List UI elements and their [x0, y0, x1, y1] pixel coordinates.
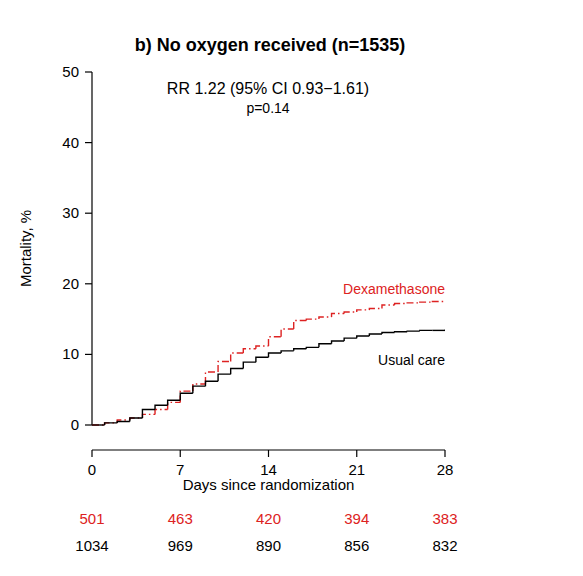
step-segment [130, 418, 143, 422]
y-tick-label: 30 [62, 204, 79, 221]
annotation: RR 1.22 (95% CI 0.93−1.61) [167, 80, 369, 97]
step-segment [231, 369, 244, 375]
series-line [92, 301, 445, 425]
step-segment [168, 402, 181, 409]
step-segment [180, 393, 193, 400]
step-segment [105, 423, 118, 425]
step-segment [92, 424, 105, 425]
step-segment [407, 330, 420, 332]
step-segment [243, 349, 256, 353]
at-risk-number: 832 [432, 537, 457, 554]
step-segment [294, 321, 307, 329]
x-tick [268, 450, 269, 457]
x-tick [356, 450, 357, 457]
step-segment [306, 347, 319, 348]
at-risk-number: 420 [256, 510, 281, 527]
step-segment [395, 331, 408, 333]
y-axis-line [91, 72, 92, 425]
y-tick [85, 354, 92, 355]
step-segment [218, 374, 231, 381]
at-risk-number: 463 [168, 510, 193, 527]
step-segment [357, 310, 370, 312]
x-tick [180, 450, 181, 457]
step-segment [269, 353, 282, 357]
step-segment [231, 353, 244, 361]
step-segment [269, 337, 282, 346]
step-segment [281, 329, 294, 337]
step-segment [357, 336, 370, 338]
step-segment [168, 400, 181, 405]
y-tick [85, 213, 92, 214]
step-segment [117, 421, 130, 422]
step-segment [193, 386, 206, 393]
y-tick-label: 40 [62, 134, 79, 151]
step-segment [407, 302, 420, 304]
at-risk-number: 394 [344, 510, 369, 527]
x-tick [444, 450, 445, 457]
step-segment [294, 349, 307, 351]
y-tick [85, 71, 92, 72]
step-segment [332, 313, 345, 317]
series-label: Dexamethasone [343, 281, 445, 297]
step-segment [420, 330, 433, 332]
series-line [92, 330, 445, 425]
step-segment [92, 424, 105, 425]
step-segment [432, 301, 445, 303]
at-risk-number: 856 [344, 537, 369, 554]
x-tick [91, 450, 92, 457]
step-segment [369, 334, 382, 336]
step-segment [332, 341, 345, 344]
x-tick-label: 28 [437, 461, 454, 478]
at-risk-number: 1034 [75, 537, 108, 554]
y-tick-label: 10 [62, 345, 79, 362]
at-risk-number: 969 [168, 537, 193, 554]
step-segment [432, 330, 445, 331]
step-segment [180, 391, 193, 402]
step-segment [142, 414, 155, 418]
x-tick-label: 0 [88, 461, 96, 478]
step-segment [281, 351, 294, 353]
step-segment [382, 333, 395, 334]
step-segment [193, 384, 206, 391]
x-axis: 07142128 [88, 450, 454, 478]
step-segment [256, 357, 269, 362]
step-segment [218, 361, 231, 372]
at-risk-number: 501 [79, 510, 104, 527]
step-segment [155, 409, 168, 414]
step-segment [382, 305, 395, 309]
step-segment [319, 317, 332, 319]
title: b) No oxygen received (n=1535) [135, 35, 406, 55]
y-tick-label: 50 [62, 63, 79, 80]
step-segment [105, 423, 118, 425]
chart: b) No oxygen received (n=1535) RR 1.22 (9… [0, 0, 583, 576]
y-tick [85, 142, 92, 143]
plot-area [92, 301, 445, 425]
y-tick-label: 20 [62, 275, 79, 292]
y-tick-label: 0 [71, 416, 79, 433]
step-segment [256, 346, 269, 349]
step-segment [205, 372, 218, 384]
y-axis: 0 10 20 30 40 50 [62, 63, 92, 433]
step-segment [420, 301, 433, 303]
step-segment [344, 338, 357, 341]
x-axis-label: Days since randomization [183, 476, 355, 493]
y-tick [85, 424, 92, 425]
step-segment [319, 344, 332, 348]
step-segment [344, 312, 357, 313]
y-tick [85, 283, 92, 284]
step-segment [395, 304, 408, 305]
step-segment [444, 329, 445, 331]
step-segment [142, 409, 155, 417]
annotation: p=0.14 [246, 100, 289, 116]
step-segment [369, 309, 382, 310]
y-axis-label: Mortality, % [17, 210, 34, 287]
step-segment [205, 381, 218, 386]
step-segment [306, 319, 319, 320]
step-segment [243, 362, 256, 368]
step-segment [117, 420, 130, 423]
series-label: Usual care [378, 352, 445, 368]
at-risk-number: 890 [256, 537, 281, 554]
step-segment [155, 405, 168, 409]
at-risk-number: 383 [432, 510, 457, 527]
